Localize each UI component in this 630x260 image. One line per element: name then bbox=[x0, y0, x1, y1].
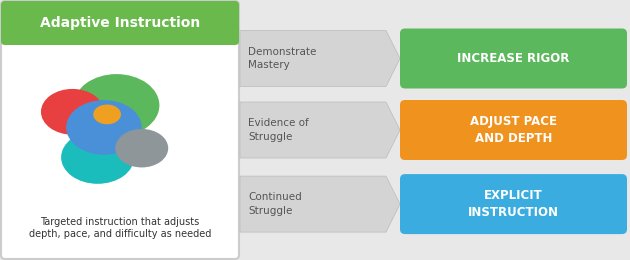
Ellipse shape bbox=[66, 100, 142, 155]
Text: Demonstrate
Mastery: Demonstrate Mastery bbox=[248, 47, 316, 70]
Text: Continued
Struggle: Continued Struggle bbox=[248, 192, 302, 216]
FancyBboxPatch shape bbox=[1, 1, 239, 259]
Ellipse shape bbox=[115, 129, 168, 167]
FancyBboxPatch shape bbox=[1, 1, 239, 45]
FancyBboxPatch shape bbox=[400, 174, 627, 234]
Ellipse shape bbox=[93, 105, 121, 124]
Text: EXPLICIT
INSTRUCTION: EXPLICIT INSTRUCTION bbox=[468, 189, 559, 219]
Polygon shape bbox=[240, 102, 400, 158]
Ellipse shape bbox=[74, 74, 159, 136]
Ellipse shape bbox=[61, 131, 134, 184]
Polygon shape bbox=[240, 176, 400, 232]
Text: Targeted instruction that adjusts
depth, pace, and difficulty as needed: Targeted instruction that adjusts depth,… bbox=[29, 217, 211, 239]
Text: Adaptive Instruction: Adaptive Instruction bbox=[40, 16, 200, 30]
Polygon shape bbox=[240, 30, 400, 87]
Ellipse shape bbox=[41, 89, 104, 135]
FancyBboxPatch shape bbox=[400, 29, 627, 88]
Text: ADJUST PACE
AND DEPTH: ADJUST PACE AND DEPTH bbox=[470, 115, 557, 145]
Text: INCREASE RIGOR: INCREASE RIGOR bbox=[457, 52, 570, 65]
Text: Evidence of
Struggle: Evidence of Struggle bbox=[248, 118, 309, 142]
FancyBboxPatch shape bbox=[400, 100, 627, 160]
